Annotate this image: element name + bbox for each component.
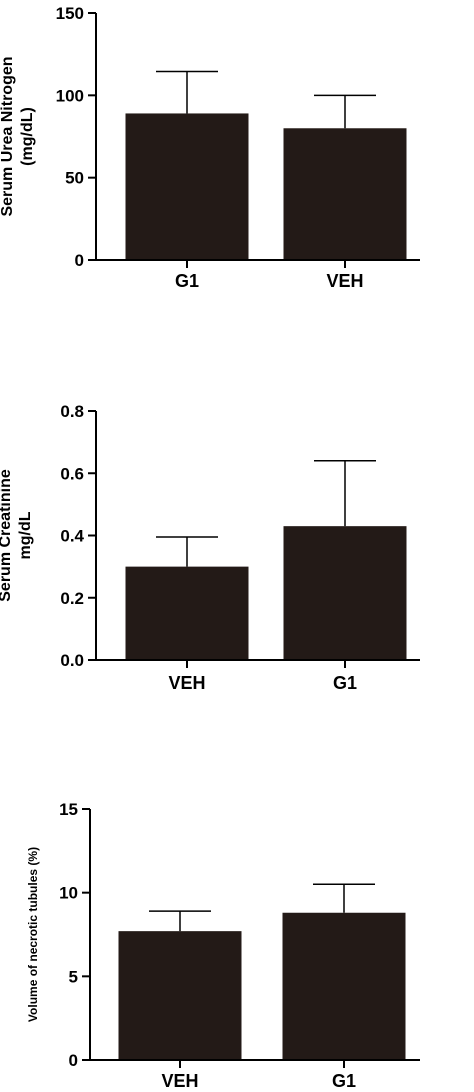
y-axis-title: Serum Creatinine bbox=[0, 469, 14, 602]
x-tick-label: VEH bbox=[168, 673, 205, 693]
y-tick-label: 0.0 bbox=[60, 651, 84, 670]
bar-g1 bbox=[283, 526, 407, 660]
y-tick-label: 0.2 bbox=[60, 589, 84, 608]
x-tick-label: G1 bbox=[333, 673, 357, 693]
y-tick-label: 10 bbox=[59, 884, 78, 903]
y-tick-label: 50 bbox=[65, 169, 84, 188]
y-tick-label: 0 bbox=[75, 251, 84, 270]
bar-veh bbox=[118, 931, 242, 1060]
x-tick-label: VEH bbox=[326, 271, 363, 291]
x-tick-label: G1 bbox=[332, 1071, 356, 1091]
y-tick-label: 0.6 bbox=[60, 464, 84, 483]
x-tick-label: G1 bbox=[175, 271, 199, 291]
y-tick-label: 100 bbox=[56, 86, 84, 105]
bar-g1 bbox=[125, 113, 249, 261]
chart-panel-necrotic-tubules: 0 5 10 15 VEH G1 Volume of necrotic tubules (%… bbox=[26, 800, 420, 1091]
y-axis-title: Serum Urea Nitrogen bbox=[0, 56, 16, 216]
bar-veh bbox=[283, 128, 407, 260]
y-tick-label: 0.8 bbox=[60, 402, 84, 421]
y-axis-title: (mg/dL) bbox=[19, 107, 36, 166]
y-tick-label: 5 bbox=[69, 967, 78, 986]
y-tick-label: 150 bbox=[56, 4, 84, 23]
chart-panel-creatinine: 0.0 0.2 0.4 0.6 0.8 VEH G1 Serum Creatinine mg/d… bbox=[0, 402, 420, 693]
bar-veh bbox=[125, 566, 249, 660]
y-axis-title: mg/dL bbox=[17, 511, 34, 559]
bar-g1 bbox=[282, 912, 406, 1060]
x-tick-label: VEH bbox=[161, 1071, 198, 1091]
y-axis-title: Volume of necrotic tubules (%) bbox=[26, 847, 40, 1022]
chart-panel-bun: 0 50 100 150 G1 VEH Serum Urea Nitrogen (mg/dL) bbox=[0, 4, 420, 291]
y-tick-label: 0 bbox=[69, 1051, 78, 1070]
y-tick-label: 0.4 bbox=[60, 527, 84, 546]
y-tick-label: 15 bbox=[59, 800, 78, 819]
